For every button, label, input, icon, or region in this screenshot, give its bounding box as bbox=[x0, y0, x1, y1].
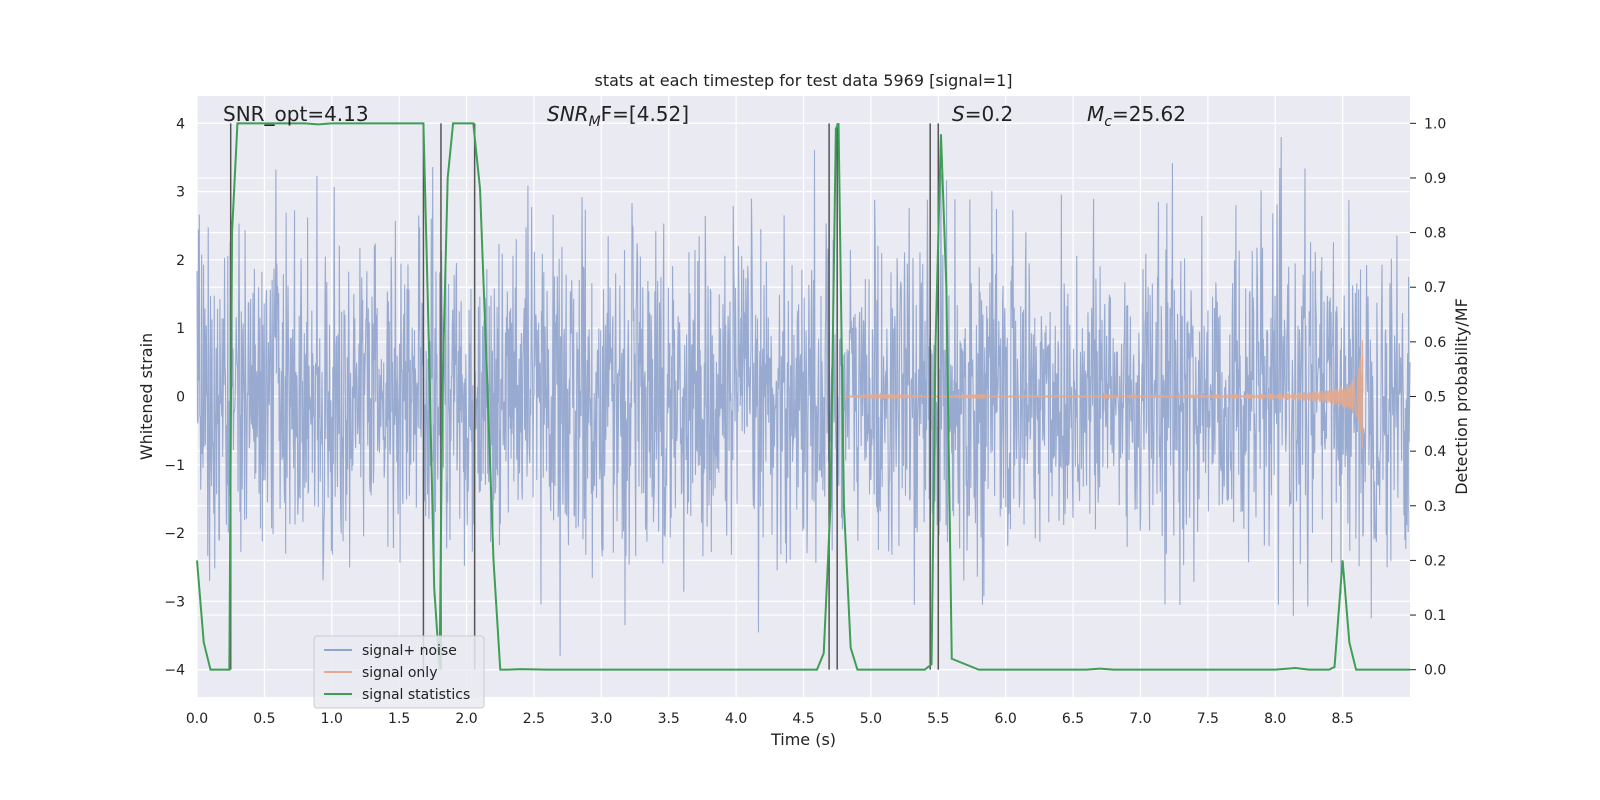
annotation-snr-mf-suffix: F=[4.52] bbox=[601, 102, 689, 126]
annotation-s: S=0.2 bbox=[952, 102, 1013, 126]
legend-label-signal-only: signal only bbox=[362, 665, 437, 681]
y-right-tick-label: 0.2 bbox=[1424, 553, 1446, 569]
x-tick-label: 2.5 bbox=[523, 711, 545, 727]
x-tick-label: 8.0 bbox=[1264, 711, 1286, 727]
x-axis-ticks: 0.0 0.5 1.0 1.5 2.0 2.5 3.0 3.5 4.0 4.5 5.0 5.5 6.0 6… bbox=[186, 711, 1354, 727]
y-right-tick-label: 0.5 bbox=[1424, 390, 1446, 406]
annotation-mc-prefix: M bbox=[1087, 102, 1104, 126]
y-right-tick-label: 0.1 bbox=[1424, 608, 1446, 624]
signal-noise-line bbox=[196, 136, 1411, 657]
y-right-tick-label: 0.9 bbox=[1424, 171, 1446, 187]
y-left-tick-label: 4 bbox=[176, 116, 185, 132]
y-left-tick-label: −3 bbox=[164, 594, 185, 610]
y-right-tick-label: 0.3 bbox=[1424, 499, 1446, 515]
annotation-snr-mf-sub: M bbox=[589, 114, 601, 130]
annotation-s-suffix: =0.2 bbox=[965, 102, 1014, 126]
x-tick-label: 7.5 bbox=[1197, 711, 1219, 727]
x-tick-label: 5.5 bbox=[927, 711, 949, 727]
annotation-mc-suffix: =25.62 bbox=[1112, 102, 1186, 126]
annotation-snr-opt: SNR_opt=4.13 bbox=[223, 102, 369, 126]
signal-statistics-line bbox=[196, 122, 1410, 671]
signal-statistics-series bbox=[196, 122, 1410, 671]
y-right-tick-label: 0.0 bbox=[1424, 663, 1446, 679]
y-right-tick-label: 0.6 bbox=[1424, 335, 1446, 351]
x-tick-label: 7.0 bbox=[1129, 711, 1151, 727]
annotation-mc: Mc=25.62 bbox=[1087, 102, 1186, 130]
y-right-tick-label: 1.0 bbox=[1424, 116, 1446, 132]
legend-label-signal-noise: signal+ noise bbox=[362, 643, 457, 659]
x-tick-label: 2.0 bbox=[455, 711, 477, 727]
legend-label-signal-statistics: signal statistics bbox=[362, 687, 470, 703]
x-tick-label: 3.0 bbox=[590, 711, 612, 727]
y-left-tick-label: −1 bbox=[164, 458, 185, 474]
x-tick-label: 6.5 bbox=[1062, 711, 1084, 727]
x-tick-label: 1.5 bbox=[388, 711, 410, 727]
x-tick-label: 6.0 bbox=[995, 711, 1017, 727]
y-right-tick-label: 0.4 bbox=[1424, 444, 1446, 460]
x-axis-label: Time (s) bbox=[770, 730, 836, 749]
y-left-axis-label: Whitened strain bbox=[137, 333, 156, 460]
x-tick-label: 3.5 bbox=[658, 711, 680, 727]
x-tick-label: 0.0 bbox=[186, 711, 208, 727]
y-left-tick-label: 3 bbox=[176, 185, 185, 201]
y-left-tick-label: 1 bbox=[176, 321, 185, 337]
y-right-tick-label: 0.7 bbox=[1424, 280, 1446, 296]
legend: signal+ noise signal only signal statist… bbox=[313, 635, 485, 709]
y-left-tick-label: −2 bbox=[164, 526, 185, 542]
x-tick-label: 4.0 bbox=[725, 711, 747, 727]
x-tick-label: 5.0 bbox=[860, 711, 882, 727]
annotation-mc-sub: c bbox=[1104, 114, 1112, 130]
y-left-tick-label: 2 bbox=[176, 253, 185, 269]
y-left-tick-label: 0 bbox=[176, 390, 185, 406]
signal-noise-series bbox=[196, 136, 1411, 657]
x-tick-label: 4.5 bbox=[792, 711, 814, 727]
y-left-tick-label: −4 bbox=[164, 663, 185, 679]
annotation-snr-mf-prefix: SNR bbox=[547, 102, 589, 126]
legend-box bbox=[313, 635, 485, 709]
chart-title: stats at each timestep for test data 596… bbox=[594, 71, 1012, 90]
x-tick-label: 1.0 bbox=[321, 711, 343, 727]
x-tick-label: 8.5 bbox=[1331, 711, 1353, 727]
y-left-axis-ticks: −4 −3 −2 −1 0 1 2 3 4 bbox=[164, 116, 185, 678]
y-right-axis-ticks: 0.0 0.1 0.2 0.3 0.4 0.5 0.6 0.7 0.8 0.9 1.0 bbox=[1410, 116, 1446, 679]
x-tick-label: 0.5 bbox=[253, 711, 275, 727]
y-right-axis-label: Detection probability/MF bbox=[1452, 298, 1471, 495]
annotation-snr-mf: SNRMF=[4.52] bbox=[547, 102, 689, 130]
y-right-tick-label: 0.8 bbox=[1424, 226, 1446, 242]
annotation-s-prefix: S bbox=[952, 102, 965, 126]
